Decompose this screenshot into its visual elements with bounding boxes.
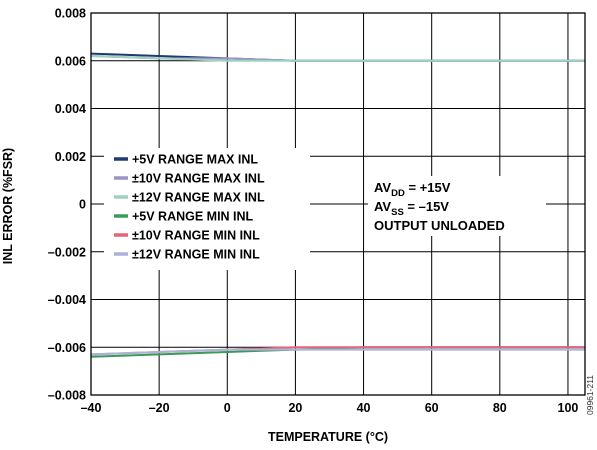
y-tick-label: –0.004 (48, 293, 86, 307)
legend: +5V RANGE MAX INL ±10V RANGE MAX INL ±12V … (104, 148, 310, 270)
series-line-5 (90, 348, 585, 356)
legend-label: ±10V RANGE MIN INL (132, 229, 260, 243)
figure-id: 09961-211 (585, 375, 595, 415)
x-tick-label: 0 (224, 401, 231, 415)
plot-frame (90, 12, 586, 396)
x-axis-label: TEMPERATURE (°C) (268, 430, 388, 444)
y-tick-label: –0.006 (48, 341, 86, 355)
series-line-2 (90, 55, 585, 62)
x-tick-label: 20 (288, 401, 302, 415)
conditions-annotation: AVDD = +15V AVSS = –15V OUTPUT UNLOADED (368, 176, 546, 236)
y-tick-label: 0.006 (55, 54, 86, 68)
x-tick-label: 80 (493, 401, 507, 415)
y-tick-label: –0.002 (48, 245, 86, 259)
x-tick-label: 100 (558, 401, 579, 415)
x-tick-label: –40 (81, 401, 102, 415)
x-tick-label: 40 (357, 401, 371, 415)
annotation-avdd: AVDD = +15V (374, 180, 451, 199)
y-tick-label: 0.004 (55, 102, 86, 116)
x-tick-label: 60 (425, 401, 439, 415)
y-tick-label: 0 (79, 198, 86, 212)
x-tick-labels: –40 –20 0 20 40 60 80 100 (81, 401, 579, 415)
x-tick-label: –20 (149, 401, 170, 415)
legend-background (104, 148, 310, 270)
series-lines (90, 52, 585, 358)
series-line-0 (90, 52, 585, 62)
y-tick-label: –0.008 (48, 389, 86, 403)
legend-label: +5V RANGE MIN INL (132, 210, 254, 224)
y-tick-label: 0.002 (55, 150, 86, 164)
legend-label: ±12V RANGE MAX INL (132, 191, 265, 205)
legend-label: +5V RANGE MAX INL (132, 153, 258, 167)
y-axis-label: INL ERROR (%FSR) (1, 148, 15, 264)
legend-label: ±10V RANGE MAX INL (132, 172, 265, 186)
annotation-avss: AVSS = –15V (374, 199, 449, 218)
y-tick-label: 0.008 (55, 7, 86, 21)
legend-label: ±12V RANGE MIN INL (132, 248, 260, 262)
annotation-output: OUTPUT UNLOADED (374, 218, 505, 233)
y-tick-labels: 0.008 0.006 0.004 0.002 0 –0.002 –0.004 –0.006 –… (48, 7, 86, 403)
annotation-background (368, 176, 546, 236)
